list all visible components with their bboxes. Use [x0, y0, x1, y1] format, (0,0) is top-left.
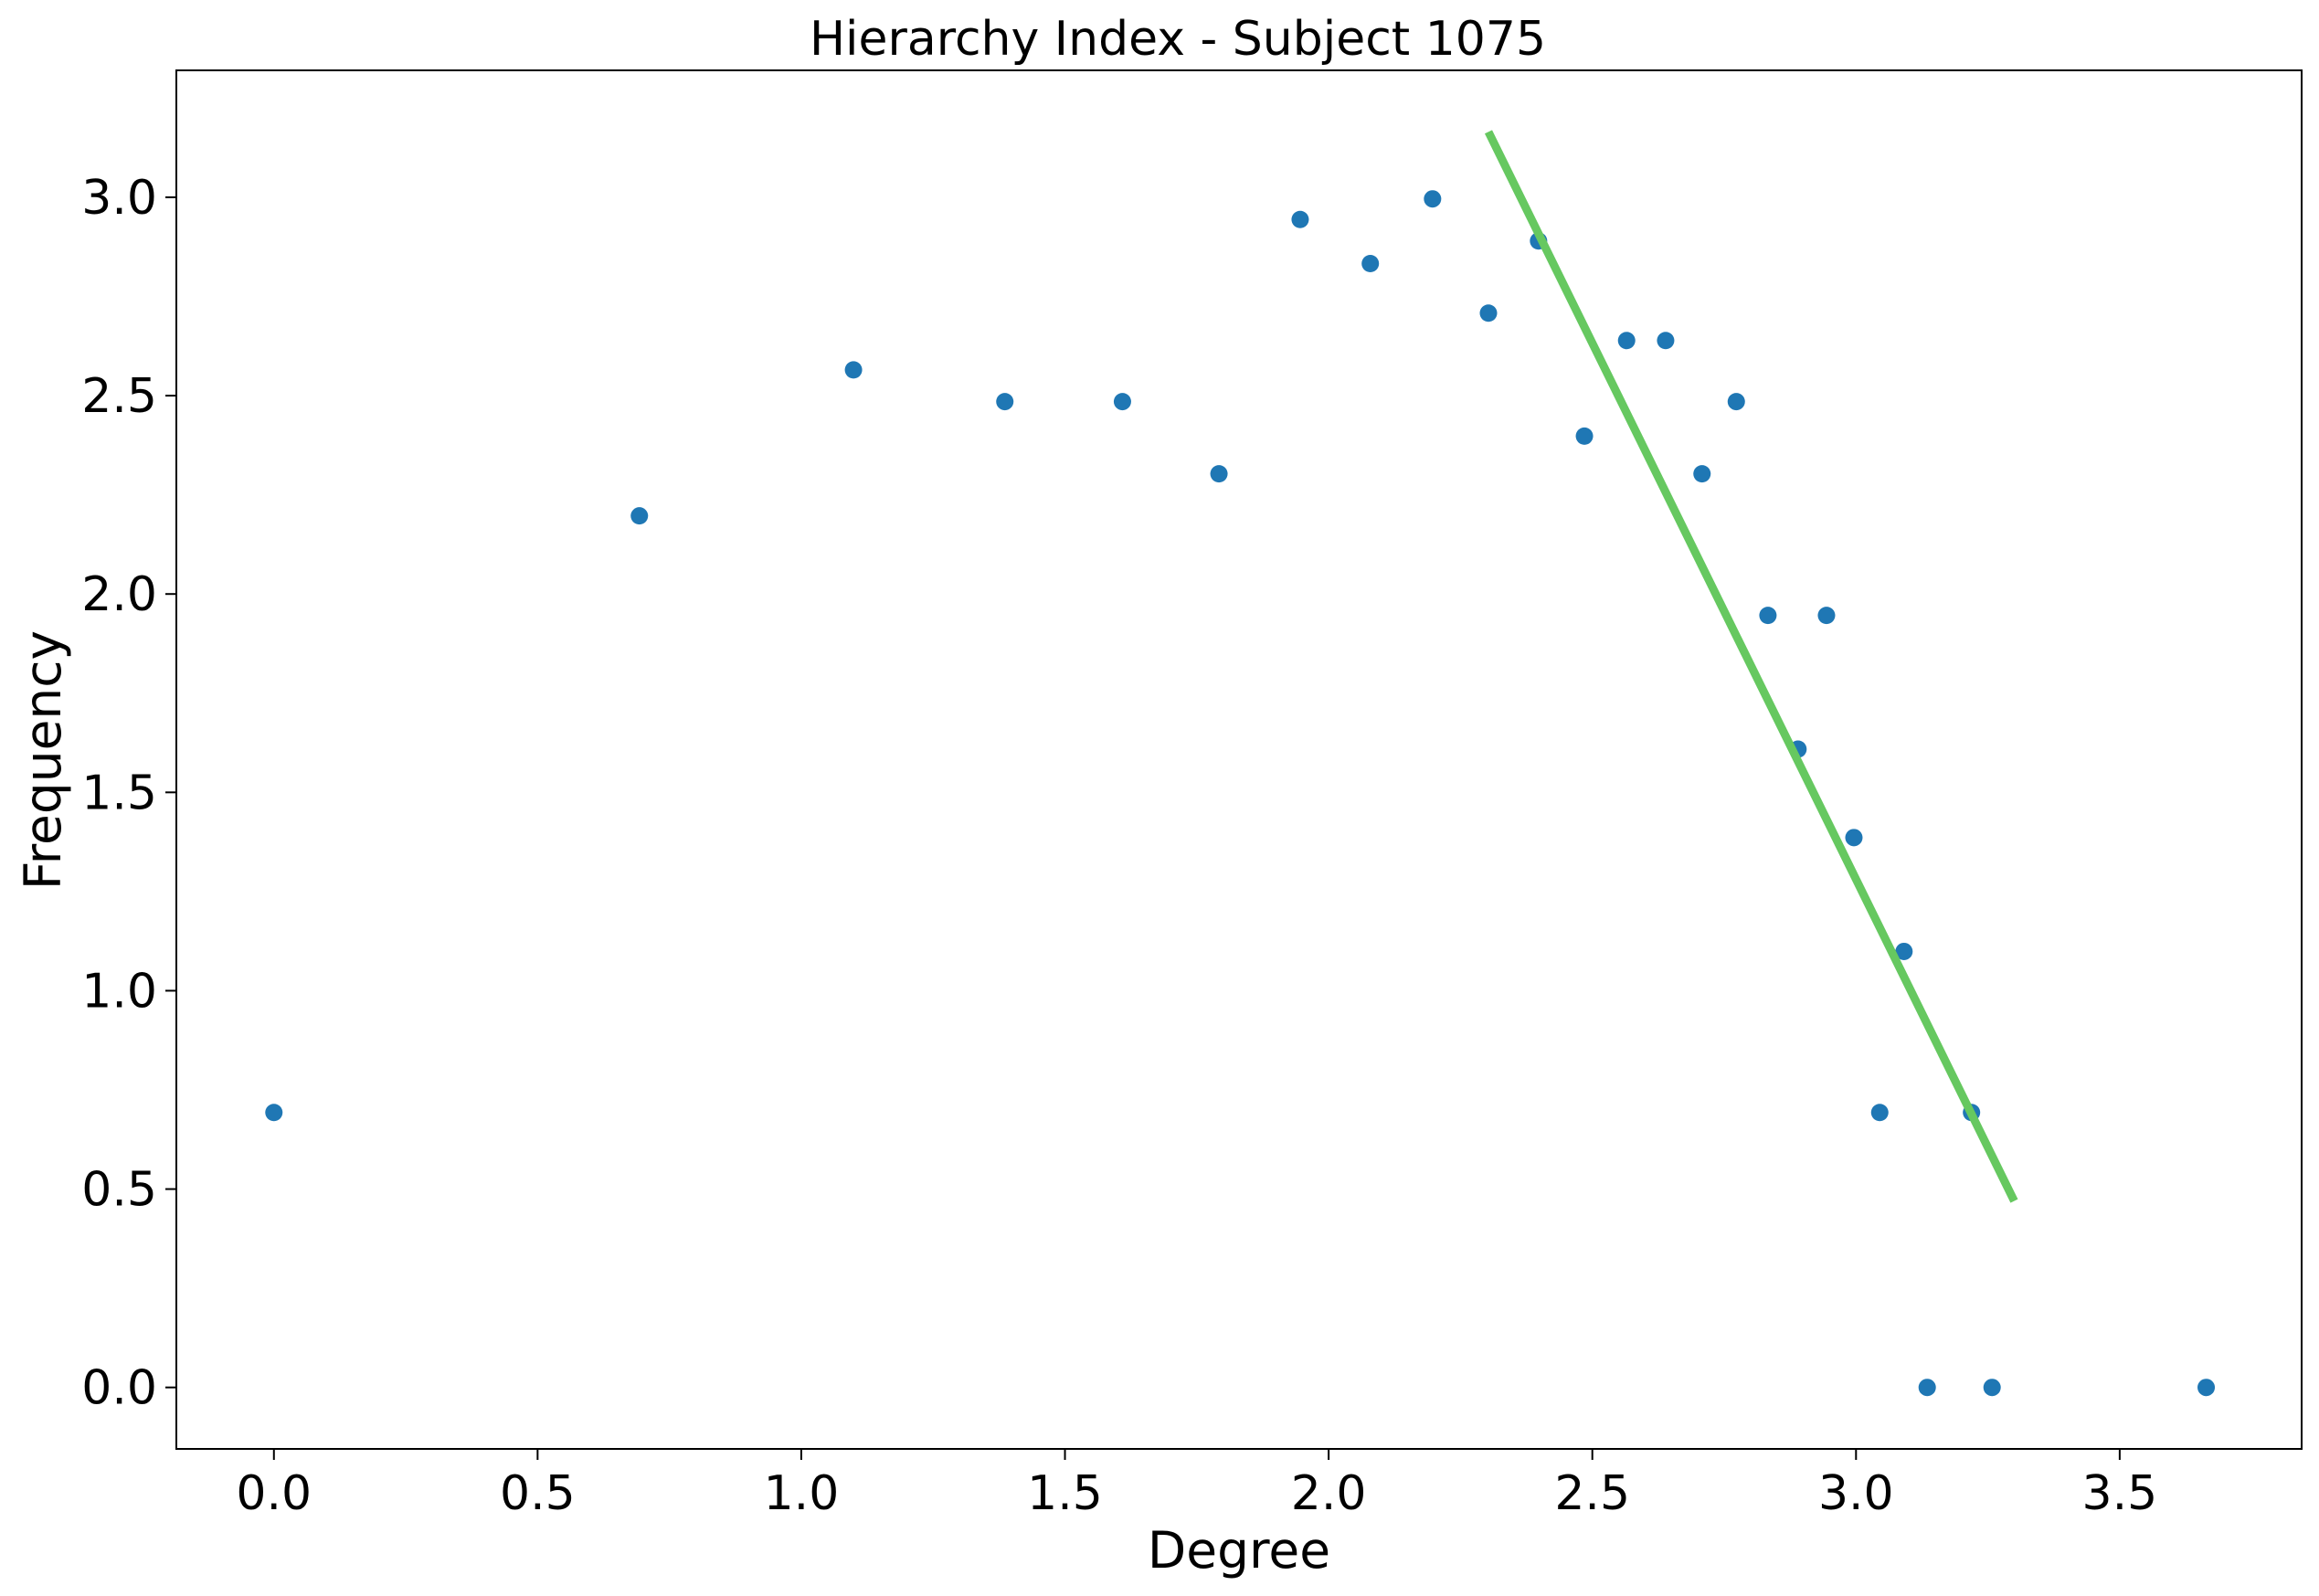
scatter-point [1361, 254, 1380, 272]
y-tick-label: 1.5 [81, 766, 157, 820]
scatter-point [1693, 465, 1711, 483]
scatter-point [630, 507, 649, 525]
x-tick-label: 2.0 [1291, 1466, 1367, 1521]
x-tick-label: 1.5 [1027, 1466, 1103, 1521]
x-tick-label: 2.5 [1554, 1466, 1630, 1521]
x-tick-label: 3.0 [1818, 1466, 1894, 1521]
scatter-point [265, 1104, 283, 1122]
scatter-point [1617, 332, 1636, 350]
plot-area [265, 130, 2216, 1397]
x-tick-label: 1.0 [764, 1466, 840, 1521]
scatter-point [1817, 607, 1836, 625]
scatter-point [1479, 304, 1498, 322]
scatter-point [1727, 393, 1745, 411]
y-tick-label: 3.0 [81, 171, 157, 226]
x-tick-label: 0.5 [500, 1466, 576, 1521]
scatter-point [1845, 829, 1863, 847]
scatter-point [1424, 190, 1442, 208]
x-axis-label: Degree [1148, 1521, 1330, 1580]
scatter-point [1759, 607, 1777, 625]
scatter-point [1575, 427, 1594, 445]
scatter-point [1895, 942, 1913, 960]
x-tick-label: 0.0 [236, 1466, 312, 1521]
y-tick-label: 0.5 [81, 1163, 157, 1218]
chart-title: Hierarchy Index - Subject 1075 [810, 12, 1546, 67]
fit-line [1484, 130, 2018, 1203]
x-axis: 0.0 0.5 1.0 1.5 2.0 2.5 3.0 3.5 [236, 1449, 2157, 1521]
plot-frame [175, 69, 2303, 1450]
y-axis-label: Frequency [14, 630, 72, 890]
scatter-point [1291, 210, 1309, 228]
scatter-point [1918, 1379, 1936, 1397]
scatter-point [1113, 393, 1131, 411]
scatter-point [844, 361, 863, 379]
y-tick-label: 2.0 [81, 567, 157, 622]
scatter-point [1657, 332, 1675, 350]
y-axis: 0.0 0.5 1.0 1.5 2.0 2.5 3.0 [81, 171, 176, 1416]
scatter-point [1870, 1104, 1889, 1122]
scatter-point [2197, 1379, 2216, 1397]
y-tick-label: 2.5 [81, 369, 157, 424]
x-tick-label: 3.5 [2082, 1466, 2158, 1521]
y-tick-label: 0.0 [81, 1361, 157, 1416]
scatter-point [1983, 1379, 2001, 1397]
scatter-point [1210, 465, 1228, 483]
scatter-point [996, 393, 1014, 411]
y-tick-label: 1.0 [81, 964, 157, 1019]
